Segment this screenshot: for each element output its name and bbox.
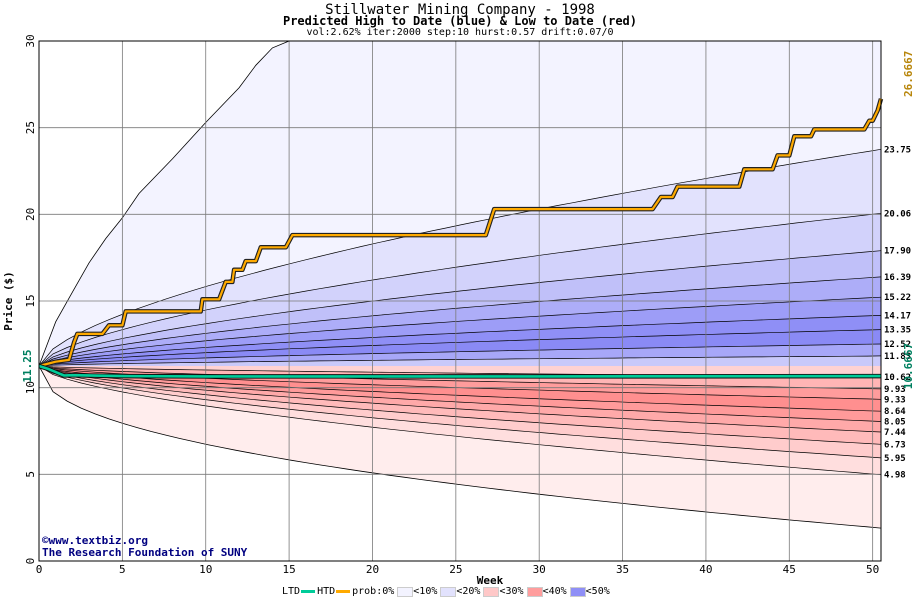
x-tick-label: 25 bbox=[449, 563, 462, 576]
x-tick-label: 5 bbox=[119, 563, 126, 576]
credit-organization: The Research Foundation of SUNY bbox=[42, 546, 248, 559]
legend-entry-1: <20% bbox=[439, 586, 480, 597]
lower-quantile-label: 8.64 bbox=[884, 407, 906, 417]
upper-quantile-line bbox=[38, 355, 882, 367]
upper-quantile-line bbox=[38, 276, 882, 367]
x-tick-label: 10 bbox=[199, 563, 212, 576]
legend-prob: prob:0% bbox=[352, 586, 394, 597]
chart-subtitle: Predicted High to Date (blue) & Low to D… bbox=[282, 14, 637, 28]
y-tick-label: 20 bbox=[24, 208, 37, 221]
upper-quantile-label: 16.39 bbox=[884, 273, 911, 283]
lower-quantile-line bbox=[38, 365, 882, 422]
legend-htd: HTD bbox=[317, 586, 351, 597]
lower-quantile-line bbox=[38, 365, 882, 390]
x-tick-label: 15 bbox=[282, 563, 295, 576]
upper-band-8 bbox=[39, 355, 881, 366]
lower-quantile-label: 8.05 bbox=[884, 417, 906, 427]
legend-prob-label: prob:0% bbox=[352, 586, 395, 597]
upper-quantile-line bbox=[38, 296, 882, 367]
upper-quantile-line bbox=[38, 315, 882, 367]
upper-quantile-line bbox=[38, 343, 882, 367]
y-tick-label: 5 bbox=[24, 471, 37, 478]
legend-entry-4: <50% bbox=[569, 586, 610, 597]
y-tick-label: 10 bbox=[24, 381, 37, 394]
x-tick-label: 35 bbox=[616, 563, 629, 576]
legend-ltd-line bbox=[301, 590, 316, 593]
upper-envelope-line bbox=[38, 40, 290, 367]
legend-swatch bbox=[483, 586, 500, 597]
upper-quantile-label: 12.52 bbox=[884, 340, 911, 350]
htd-line bbox=[38, 98, 883, 368]
upper-quantile-line bbox=[38, 250, 882, 367]
legend-swatch bbox=[526, 586, 543, 597]
lower-quantile-line bbox=[38, 365, 882, 476]
htd-final-label: 26.6667 bbox=[902, 51, 915, 97]
lower-quantile-label: 9.93 bbox=[884, 385, 906, 395]
legend-ltd: LTD bbox=[282, 586, 316, 597]
legend-ltd-label: LTD bbox=[282, 586, 301, 597]
legend-entry-label: <20% bbox=[456, 586, 481, 597]
upper-quantile-line bbox=[38, 148, 882, 367]
upper-quantile-label: 17.90 bbox=[884, 247, 911, 257]
upper-quantile-line bbox=[38, 329, 882, 367]
x-tick-label: 40 bbox=[699, 563, 712, 576]
lower-quantile-line bbox=[38, 365, 882, 445]
plot-frame bbox=[38, 40, 882, 562]
legend-swatch bbox=[440, 586, 457, 597]
lower-quantile-label: 9.33 bbox=[884, 395, 906, 405]
legend-entry-0: <10% bbox=[396, 586, 437, 597]
upper-quantile-label: 23.75 bbox=[884, 145, 911, 155]
legend-swatch bbox=[569, 586, 586, 597]
lower-quantile-label: 6.73 bbox=[884, 440, 906, 450]
upper-quantile-line bbox=[38, 212, 882, 367]
x-axis-label: Week bbox=[477, 574, 504, 587]
legend-entry-label: <30% bbox=[499, 586, 524, 597]
legend-swatch bbox=[397, 586, 414, 597]
x-tick-label: 0 bbox=[36, 563, 43, 576]
y-tick-label: 25 bbox=[24, 121, 37, 134]
lower-quantile-line bbox=[38, 365, 882, 459]
lower-quantile-label: 5.95 bbox=[884, 454, 906, 464]
legend-entry-label: <40% bbox=[542, 586, 567, 597]
ltd-line bbox=[38, 364, 882, 378]
upper-quantile-label: 11.83 bbox=[884, 352, 911, 362]
upper-quantile-label: 15.22 bbox=[884, 293, 911, 303]
x-tick-label: 50 bbox=[866, 563, 879, 576]
ltd-final-label: 10.6667 bbox=[902, 343, 915, 389]
lower-quantile-label: 7.44 bbox=[884, 428, 906, 438]
chart-title: Stillwater Mining Company - 1998 bbox=[325, 2, 595, 18]
lower-quantile-line bbox=[38, 365, 882, 412]
y-tick-label: 0 bbox=[24, 558, 37, 565]
legend: LTD HTD prob:0% <10% <20% <30% <40% <50% bbox=[282, 586, 612, 597]
credit-url: ©www.textbiz.org bbox=[42, 534, 148, 547]
upper-quantile-label: 20.06 bbox=[884, 209, 911, 219]
x-tick-label: 20 bbox=[366, 563, 379, 576]
x-tick-label: 30 bbox=[533, 563, 546, 576]
x-tick-label: 45 bbox=[783, 563, 796, 576]
lower-envelope-line bbox=[38, 365, 882, 529]
legend-htd-label: HTD bbox=[317, 586, 336, 597]
legend-entry-2: <30% bbox=[482, 586, 524, 597]
y-tick-label: 15 bbox=[24, 294, 37, 307]
y-tick-label: 30 bbox=[24, 34, 37, 47]
y-axis-label: Price ($) bbox=[2, 271, 15, 331]
legend-htd-line bbox=[336, 590, 351, 593]
legend-entry-3: <40% bbox=[526, 586, 567, 597]
chart-parameters: vol:2.62% iter:2000 step:10 hurst:0.57 d… bbox=[306, 27, 614, 38]
legend-entry-label: <10% bbox=[413, 586, 438, 597]
upper-quantile-label: 14.17 bbox=[884, 311, 911, 321]
legend-entry-label: <50% bbox=[585, 586, 610, 597]
lower-quantile-label: 4.98 bbox=[884, 471, 906, 481]
lower-quantile-label: 10.62 bbox=[884, 373, 911, 383]
upper-quantile-label: 13.35 bbox=[884, 326, 911, 336]
start-price-label: 11.25 bbox=[21, 349, 34, 382]
